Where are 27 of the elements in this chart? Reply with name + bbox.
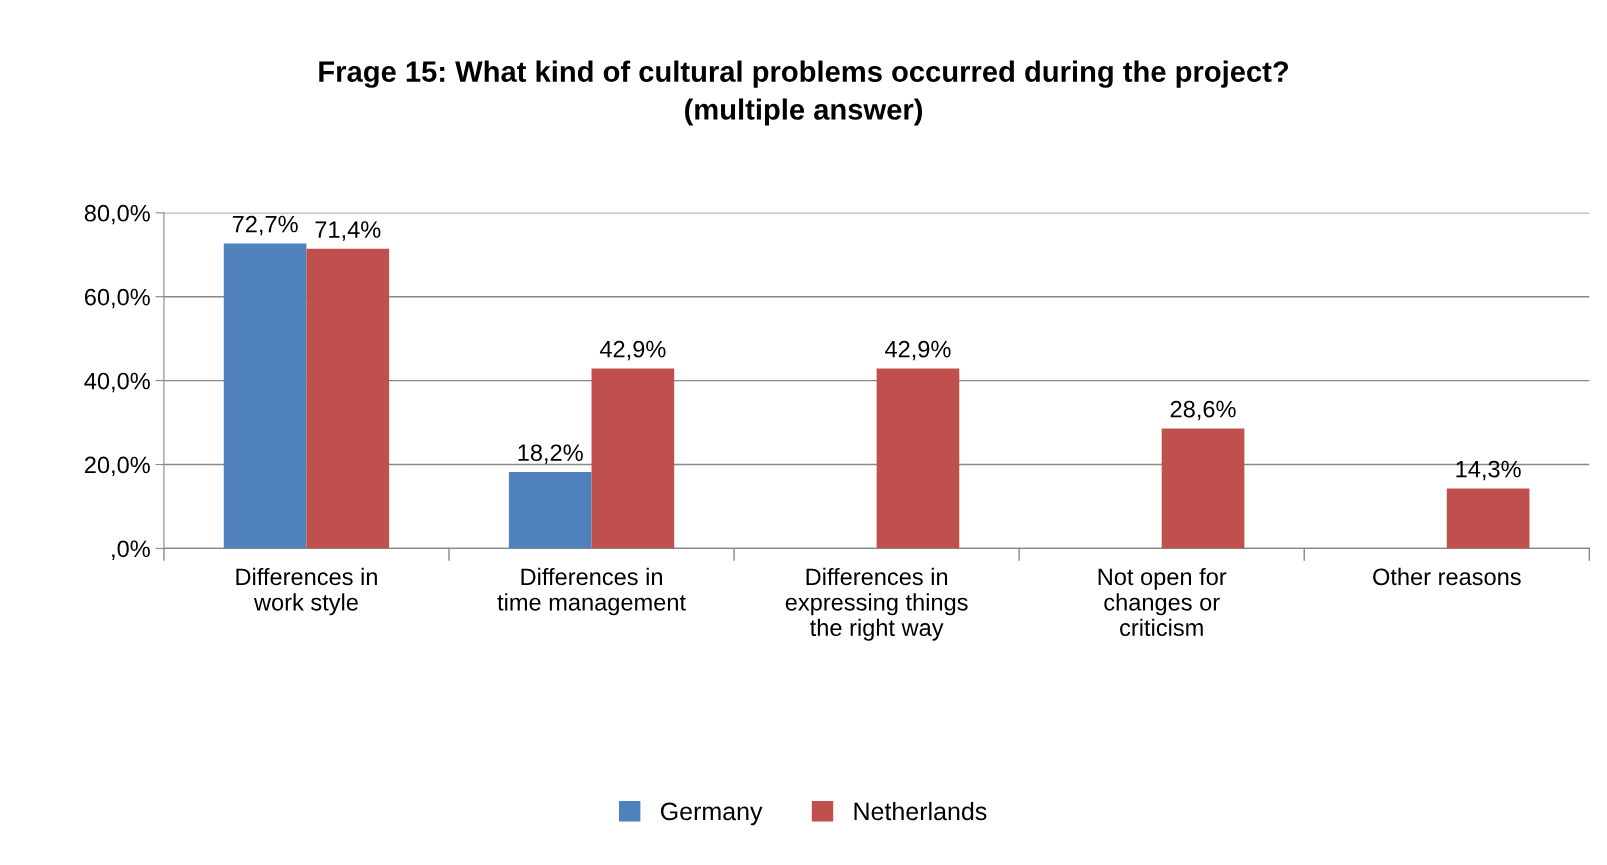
x-tick-label: Differences in expressing things the right way: [785, 567, 968, 641]
data-label: 18,2%: [518, 444, 583, 464]
y-tick-label: 20,0%: [84, 456, 150, 477]
bar: [306, 248, 390, 549]
bar: [223, 243, 307, 549]
data-label: 72,7%: [232, 215, 298, 236]
y-tick-label: 60,0%: [84, 288, 150, 309]
data-label: 42,9%: [885, 340, 951, 361]
y-tick-label: 80,0%: [84, 204, 150, 225]
bar: [876, 368, 960, 549]
data-label: 42,9%: [599, 340, 666, 361]
x-tick-label: Differences in work style: [236, 567, 377, 616]
data-label: 71,4%: [315, 221, 381, 241]
data-label: 14,3%: [1456, 460, 1521, 481]
chart-title: Frage 15: What kind of cultural problems occurred during the project? (multiple answer): [319, 60, 1289, 126]
y-tick-label: ,0%: [112, 540, 150, 560]
bar: [1446, 488, 1530, 549]
legend-label: Netherlands: [854, 801, 987, 821]
legend-label: Germany: [660, 802, 763, 826]
bar: [508, 472, 592, 549]
x-tick-label: Not open for changes or criticism: [1098, 567, 1227, 637]
x-tick-label: Other reasons: [1373, 567, 1521, 586]
x-tick-label: Differences in time management: [497, 567, 686, 616]
bar: [1161, 428, 1245, 549]
bar: [591, 368, 675, 549]
y-tick-label: 40,0%: [84, 372, 150, 393]
data-label: 28,6%: [1170, 400, 1236, 421]
